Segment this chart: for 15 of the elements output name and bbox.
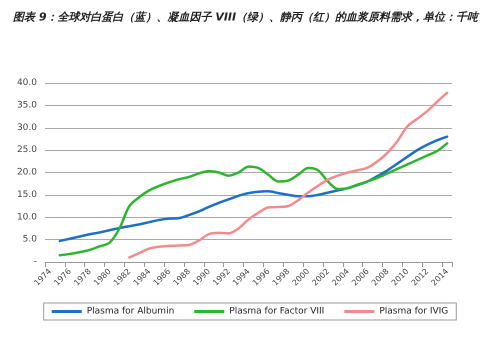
legend-label: Plasma for Albumin	[86, 306, 174, 316]
legend-label: Plasma for IVIG	[379, 306, 448, 316]
y-tick-label: -	[34, 257, 37, 267]
y-tick-label: 25.0	[16, 145, 38, 156]
y-tick-label: 30.0	[16, 122, 38, 133]
line-series	[128, 92, 448, 259]
y-tick-label: 40.0	[16, 78, 38, 88]
chart-title: 图表 9：全球对白蛋白（蓝）、凝血因子 VIII（绿）、静丙（红）的血浆原料需求，单位：千吨	[13, 10, 480, 24]
y-tick-label: 10.0	[16, 212, 38, 222]
line-series	[58, 142, 448, 257]
y-tick-label: 35.0	[16, 100, 38, 110]
y-tick-label: 5.0	[22, 234, 38, 245]
y-tick-label: 15.0	[16, 190, 38, 200]
legend-label: Plasma for Factor VIII	[229, 306, 324, 316]
y-tick-label: 20.0	[16, 168, 38, 178]
